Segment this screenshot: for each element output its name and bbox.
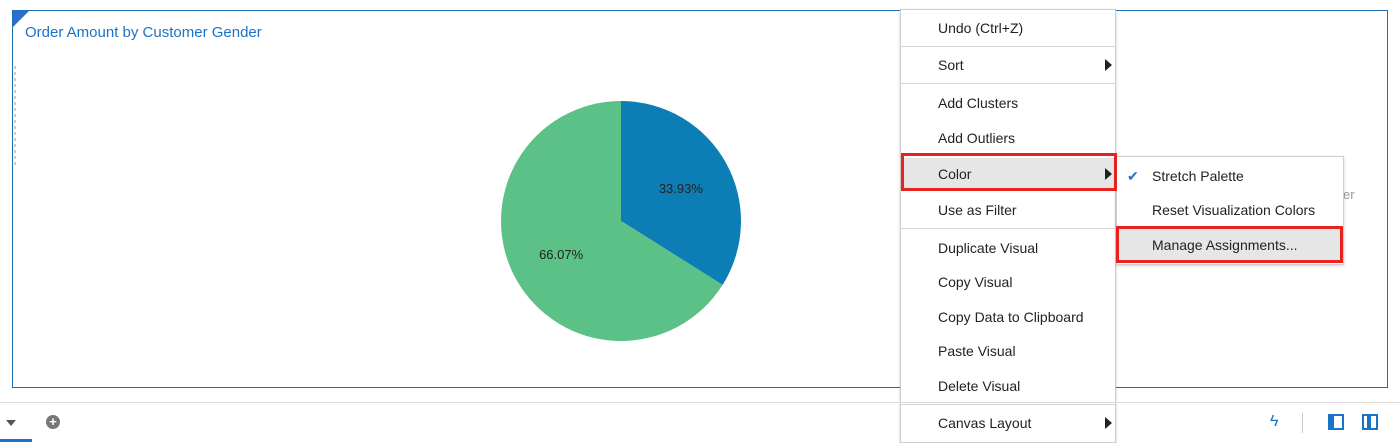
menu-item-canvas-layout[interactable]: Canvas Layout	[901, 407, 1115, 439]
menu-item-add-clusters[interactable]: Add Clusters	[901, 87, 1115, 119]
pie-slice-1[interactable]	[501, 101, 723, 341]
left-panel-icon[interactable]	[1328, 414, 1344, 430]
menu-item-delete-visual[interactable]: Delete Visual	[901, 370, 1115, 402]
menu-divider	[901, 228, 1115, 229]
menu-item-copy-visual[interactable]: Copy Visual	[901, 266, 1115, 298]
bottom-toolbar: + ϟ	[0, 402, 1400, 442]
menu-item-label: Delete Visual	[938, 378, 1021, 394]
submenu-item-label: Reset Visualization Colors	[1152, 202, 1316, 218]
menu-item-label: Add Outliers	[938, 130, 1016, 146]
menu-item-label: Sort	[938, 57, 964, 73]
dropdown-icon[interactable]	[6, 420, 16, 426]
menu-item-label: Paste Visual	[938, 343, 1016, 359]
highlight-color-item	[901, 153, 1117, 191]
menu-item-label: Use as Filter	[938, 202, 1017, 218]
menu-divider	[901, 83, 1115, 84]
submenu-item-stretch-palette[interactable]: ✔ Stretch Palette	[1117, 160, 1343, 192]
menu-item-label: Copy Data to Clipboard	[938, 309, 1084, 325]
toolbar-divider	[1302, 413, 1303, 433]
add-icon[interactable]: +	[46, 415, 60, 429]
submenu-item-reset-colors[interactable]: Reset Visualization Colors	[1117, 194, 1343, 226]
submenu-item-label: Manage Assignments...	[1152, 237, 1298, 253]
menu-divider	[901, 404, 1115, 405]
menu-item-label: Copy Visual	[938, 274, 1013, 290]
submenu-item-manage-assignments[interactable]: Manage Assignments...	[1117, 229, 1343, 261]
selection-corner-indicator	[13, 11, 29, 27]
menu-item-undo[interactable]: Undo (Ctrl+Z)	[901, 12, 1115, 44]
right-panel-icon[interactable]	[1362, 414, 1378, 430]
menu-item-label: Color	[938, 166, 972, 182]
visualization-title: Order Amount by Customer Gender	[25, 24, 262, 41]
menu-item-label: Add Clusters	[938, 95, 1019, 111]
pie-slice-0[interactable]	[621, 101, 741, 285]
context-menu: Undo (Ctrl+Z) Sort Add Clusters Add Outl…	[900, 9, 1116, 443]
pie-slice-label-1: 66.07%	[539, 247, 584, 262]
checkmark-icon: ✔	[1127, 168, 1139, 184]
menu-item-label: Canvas Layout	[938, 415, 1032, 431]
menu-item-sort[interactable]: Sort	[901, 49, 1115, 81]
menu-item-add-outliers[interactable]: Add Outliers	[901, 122, 1115, 154]
menu-item-paste-visual[interactable]: Paste Visual	[901, 335, 1115, 367]
menu-divider	[901, 46, 1115, 47]
menu-item-use-as-filter[interactable]: Use as Filter	[901, 194, 1115, 226]
obscured-legend-text: er	[1343, 187, 1355, 202]
pie-slices[interactable]: 33.93% 66.07%	[501, 101, 741, 341]
menu-item-copy-data[interactable]: Copy Data to Clipboard	[901, 301, 1115, 333]
color-submenu: ✔ Stretch Palette Reset Visualization Col…	[1116, 156, 1344, 265]
submenu-arrow-icon	[1105, 168, 1112, 180]
menu-item-duplicate-visual[interactable]: Duplicate Visual	[901, 232, 1115, 264]
lightning-icon[interactable]: ϟ	[1270, 413, 1279, 430]
visualization-canvas[interactable]: Order Amount by Customer Gender	[12, 10, 1388, 388]
menu-item-color[interactable]: Color	[901, 158, 1115, 190]
pie-slice-label-0: 33.93%	[659, 181, 704, 196]
menu-item-label: Duplicate Visual	[938, 240, 1039, 256]
submenu-item-label: Stretch Palette	[1152, 168, 1244, 184]
left-resize-handle[interactable]	[13, 66, 19, 166]
menu-item-label: Undo (Ctrl+Z)	[938, 20, 1024, 36]
submenu-arrow-icon	[1105, 417, 1112, 429]
highlight-manage-assignments	[1116, 226, 1343, 263]
submenu-arrow-icon	[1105, 59, 1112, 71]
